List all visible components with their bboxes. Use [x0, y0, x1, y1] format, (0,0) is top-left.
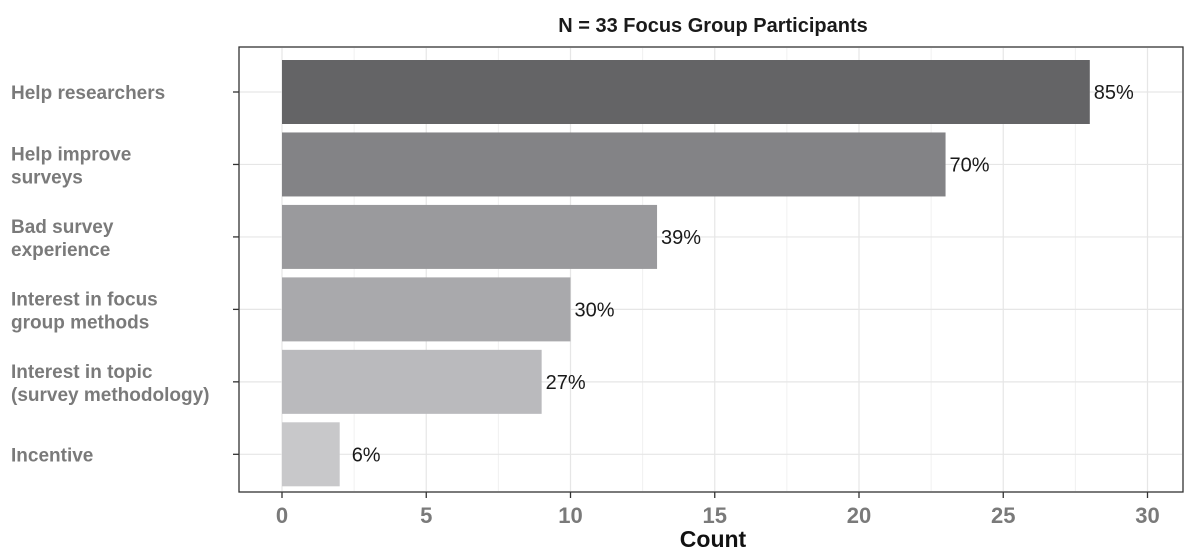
category-label: Help researchers: [11, 83, 165, 104]
bars: [282, 60, 1090, 487]
category-label: Bad survey: [11, 217, 114, 238]
bar: [282, 60, 1090, 124]
category-label: experience: [11, 240, 110, 261]
category-label: (survey methodology): [11, 385, 209, 406]
bar-value-label: 30%: [575, 299, 615, 321]
x-axis: 0 5 10 15 20 25 30: [276, 492, 1160, 528]
bar-value-label: 27%: [546, 372, 586, 394]
bar-value-label: 85%: [1094, 82, 1134, 104]
bar: [282, 204, 658, 269]
bar: [282, 349, 542, 414]
x-tick-label: 0: [276, 503, 288, 528]
category-label: Incentive: [11, 445, 93, 466]
bar-value-label: 6%: [352, 444, 381, 466]
category-label: Interest in topic: [11, 362, 153, 383]
x-axis-title: Count: [680, 526, 747, 551]
bar: [282, 422, 340, 487]
x-tick-label: 15: [703, 503, 727, 528]
x-tick-label: 10: [558, 503, 582, 528]
x-tick-label: 25: [991, 503, 1015, 528]
bar: [282, 132, 946, 197]
category-label: Interest in focus: [11, 289, 158, 310]
chart-title: N = 33 Focus Group Participants: [558, 15, 868, 37]
bar-value-label: 39%: [661, 227, 701, 249]
category-label: surveys: [11, 167, 83, 188]
x-tick-label: 5: [420, 503, 432, 528]
x-tick-label: 20: [847, 503, 871, 528]
data-labels: 85% 70% 39% 30% 27% 6%: [352, 82, 1134, 466]
bar: [282, 277, 571, 342]
bar-value-label: 70%: [950, 154, 990, 176]
x-tick-label: 30: [1135, 503, 1159, 528]
category-label: Help improve: [11, 144, 131, 165]
category-label: group methods: [11, 312, 149, 333]
